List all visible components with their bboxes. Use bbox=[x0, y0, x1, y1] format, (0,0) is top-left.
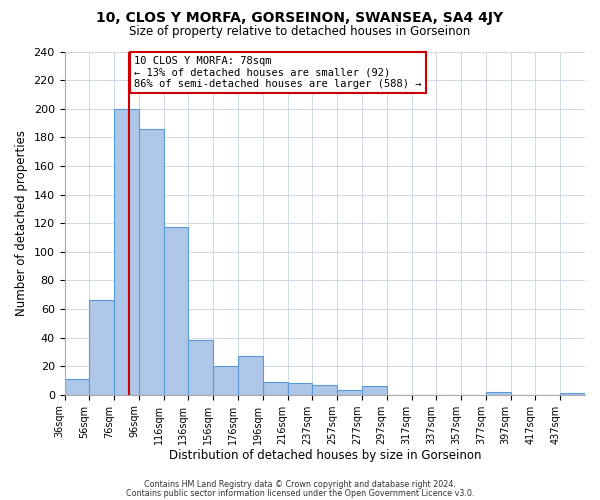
Bar bbox=[213, 366, 238, 394]
Text: Size of property relative to detached houses in Gorseinon: Size of property relative to detached ho… bbox=[130, 25, 470, 38]
Bar bbox=[238, 356, 263, 395]
Bar bbox=[139, 128, 164, 394]
Bar bbox=[164, 228, 188, 394]
Y-axis label: Number of detached properties: Number of detached properties bbox=[15, 130, 28, 316]
Bar bbox=[486, 392, 511, 394]
Bar bbox=[65, 379, 89, 394]
Bar bbox=[287, 384, 313, 394]
Bar bbox=[188, 340, 213, 394]
Text: 10 CLOS Y MORFA: 78sqm
← 13% of detached houses are smaller (92)
86% of semi-det: 10 CLOS Y MORFA: 78sqm ← 13% of detached… bbox=[134, 56, 421, 89]
Text: Contains public sector information licensed under the Open Government Licence v3: Contains public sector information licen… bbox=[126, 489, 474, 498]
Bar bbox=[313, 384, 337, 394]
Text: 10, CLOS Y MORFA, GORSEINON, SWANSEA, SA4 4JY: 10, CLOS Y MORFA, GORSEINON, SWANSEA, SA… bbox=[97, 11, 503, 25]
Text: Contains HM Land Registry data © Crown copyright and database right 2024.: Contains HM Land Registry data © Crown c… bbox=[144, 480, 456, 489]
Bar bbox=[362, 386, 387, 394]
Bar bbox=[263, 382, 287, 394]
Bar bbox=[337, 390, 362, 394]
X-axis label: Distribution of detached houses by size in Gorseinon: Distribution of detached houses by size … bbox=[169, 450, 481, 462]
Bar bbox=[89, 300, 114, 394]
Bar bbox=[114, 108, 139, 395]
